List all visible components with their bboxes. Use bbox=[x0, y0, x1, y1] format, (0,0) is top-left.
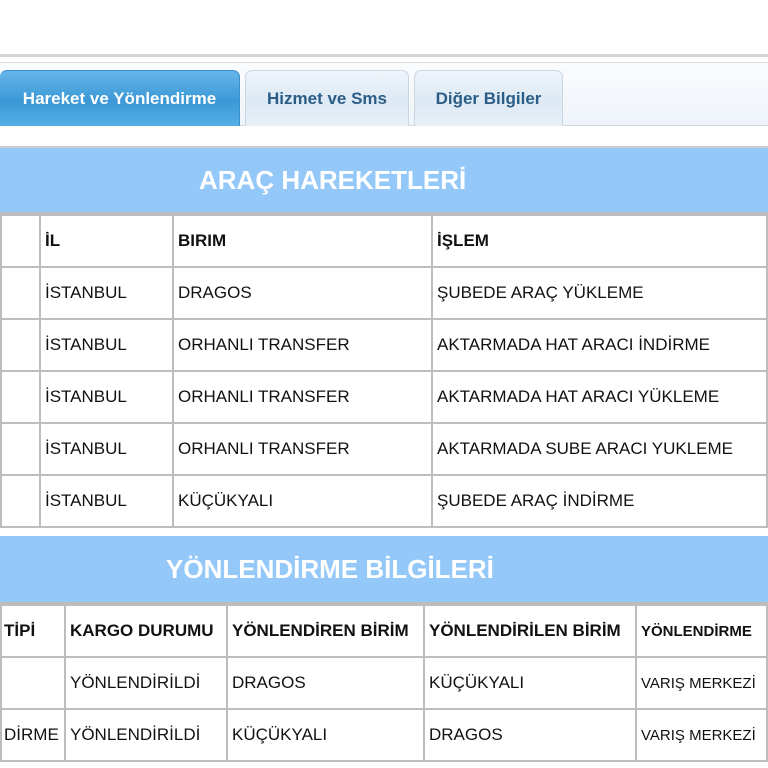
cell: DRAGOS bbox=[226, 656, 425, 710]
cell: YÖNLENDİRİLDİ bbox=[64, 656, 228, 710]
table-row: İSTANBUL DRAGOS ŞUBEDE ARAÇ YÜKLEME bbox=[0, 266, 768, 320]
header-il: İL bbox=[39, 214, 174, 268]
cell bbox=[0, 474, 41, 528]
section-title: ARAÇ HAREKETLERİ bbox=[199, 164, 467, 195]
header-yonlendirilen-birim: YÖNLENDİRİLEN BİRİM bbox=[423, 604, 637, 658]
cell: KÜÇÜKYALI bbox=[423, 656, 637, 710]
cell: ORHANLI TRANSFER bbox=[172, 370, 433, 424]
cell bbox=[0, 656, 66, 710]
table-row: İSTANBUL ORHANLI TRANSFER AKTARMADA HAT AR… bbox=[0, 318, 768, 372]
cell: İSTANBUL bbox=[39, 266, 174, 320]
header-cell bbox=[0, 214, 41, 268]
cell: AKTARMADA HAT ARACI YÜKLEME bbox=[431, 370, 768, 424]
header-yonlendiren-birim: YÖNLENDİREN BİRİM bbox=[226, 604, 425, 658]
cell: ŞUBEDE ARAÇ İNDİRME bbox=[431, 474, 768, 528]
cell bbox=[0, 422, 41, 476]
cell: VARIŞ MERKEZİ bbox=[635, 708, 768, 762]
cell: İSTANBUL bbox=[39, 474, 174, 528]
header-islem: İŞLEM bbox=[431, 214, 768, 268]
table-row: DİRME YÖNLENDİRİLDİ KÜÇÜKYALI DRAGOS VARIŞ M… bbox=[0, 708, 768, 762]
cell: YÖNLENDİRİLDİ bbox=[64, 708, 228, 762]
cell: AKTARMADA HAT ARACI İNDİRME bbox=[431, 318, 768, 372]
cell: İSTANBUL bbox=[39, 370, 174, 424]
arac-hareketleri-table: İL BIRIM İŞLEM İSTANBUL DRAGOS ŞUBEDE ARAÇ… bbox=[0, 214, 768, 528]
yonlendirme-table: TİPİ KARGO DURUMU YÖNLENDİREN BİRİM YÖNL… bbox=[0, 604, 768, 762]
tab-diger-bilgiler[interactable]: Diğer Bilgiler bbox=[414, 70, 563, 126]
section-title: YÖNLENDİRME BİLGİLERİ bbox=[166, 553, 494, 584]
cell: İSTANBUL bbox=[39, 318, 174, 372]
tab-bar: Hareket ve Yönlendirme Hizmet ve Sms Diğ… bbox=[0, 62, 768, 126]
table-row: İSTANBUL KÜÇÜKYALI ŞUBEDE ARAÇ İNDİRME bbox=[0, 474, 768, 528]
top-divider bbox=[0, 54, 768, 57]
cell: KÜÇÜKYALI bbox=[172, 474, 433, 528]
table-header-row: İL BIRIM İŞLEM bbox=[0, 214, 768, 268]
tab-hizmet-sms[interactable]: Hizmet ve Sms bbox=[245, 70, 409, 126]
cell: İSTANBUL bbox=[39, 422, 174, 476]
cell: KÜÇÜKYALI bbox=[226, 708, 425, 762]
cell bbox=[0, 318, 41, 372]
section-yonlendirme-bilgileri: YÖNLENDİRME BİLGİLERİ bbox=[0, 536, 768, 604]
header-birim: BIRIM bbox=[172, 214, 433, 268]
tab-hareket-yonlendirme[interactable]: Hareket ve Yönlendirme bbox=[0, 70, 240, 126]
table-row: İSTANBUL ORHANLI TRANSFER AKTARMADA SUBE A… bbox=[0, 422, 768, 476]
cell: ŞUBEDE ARAÇ YÜKLEME bbox=[431, 266, 768, 320]
header-tipi: TİPİ bbox=[0, 604, 66, 658]
cell: ORHANLI TRANSFER bbox=[172, 422, 433, 476]
section-arac-hareketleri: ARAÇ HAREKETLERİ bbox=[0, 146, 768, 214]
table-header-row: TİPİ KARGO DURUMU YÖNLENDİREN BİRİM YÖNL… bbox=[0, 604, 768, 658]
cell: DRAGOS bbox=[172, 266, 433, 320]
cell: DRAGOS bbox=[423, 708, 637, 762]
cell: AKTARMADA SUBE ARACI YUKLEME bbox=[431, 422, 768, 476]
cell: DİRME bbox=[0, 708, 66, 762]
table-row: İSTANBUL ORHANLI TRANSFER AKTARMADA HAT AR… bbox=[0, 370, 768, 424]
cell: VARIŞ MERKEZİ bbox=[635, 656, 768, 710]
table-row: YÖNLENDİRİLDİ DRAGOS KÜÇÜKYALI VARIŞ MERKEZ… bbox=[0, 656, 768, 710]
cell: ORHANLI TRANSFER bbox=[172, 318, 433, 372]
header-yonlendirme: YÖNLENDİRME bbox=[635, 604, 768, 658]
header-kargo-durumu: KARGO DURUMU bbox=[64, 604, 228, 658]
cell bbox=[0, 266, 41, 320]
cell bbox=[0, 370, 41, 424]
